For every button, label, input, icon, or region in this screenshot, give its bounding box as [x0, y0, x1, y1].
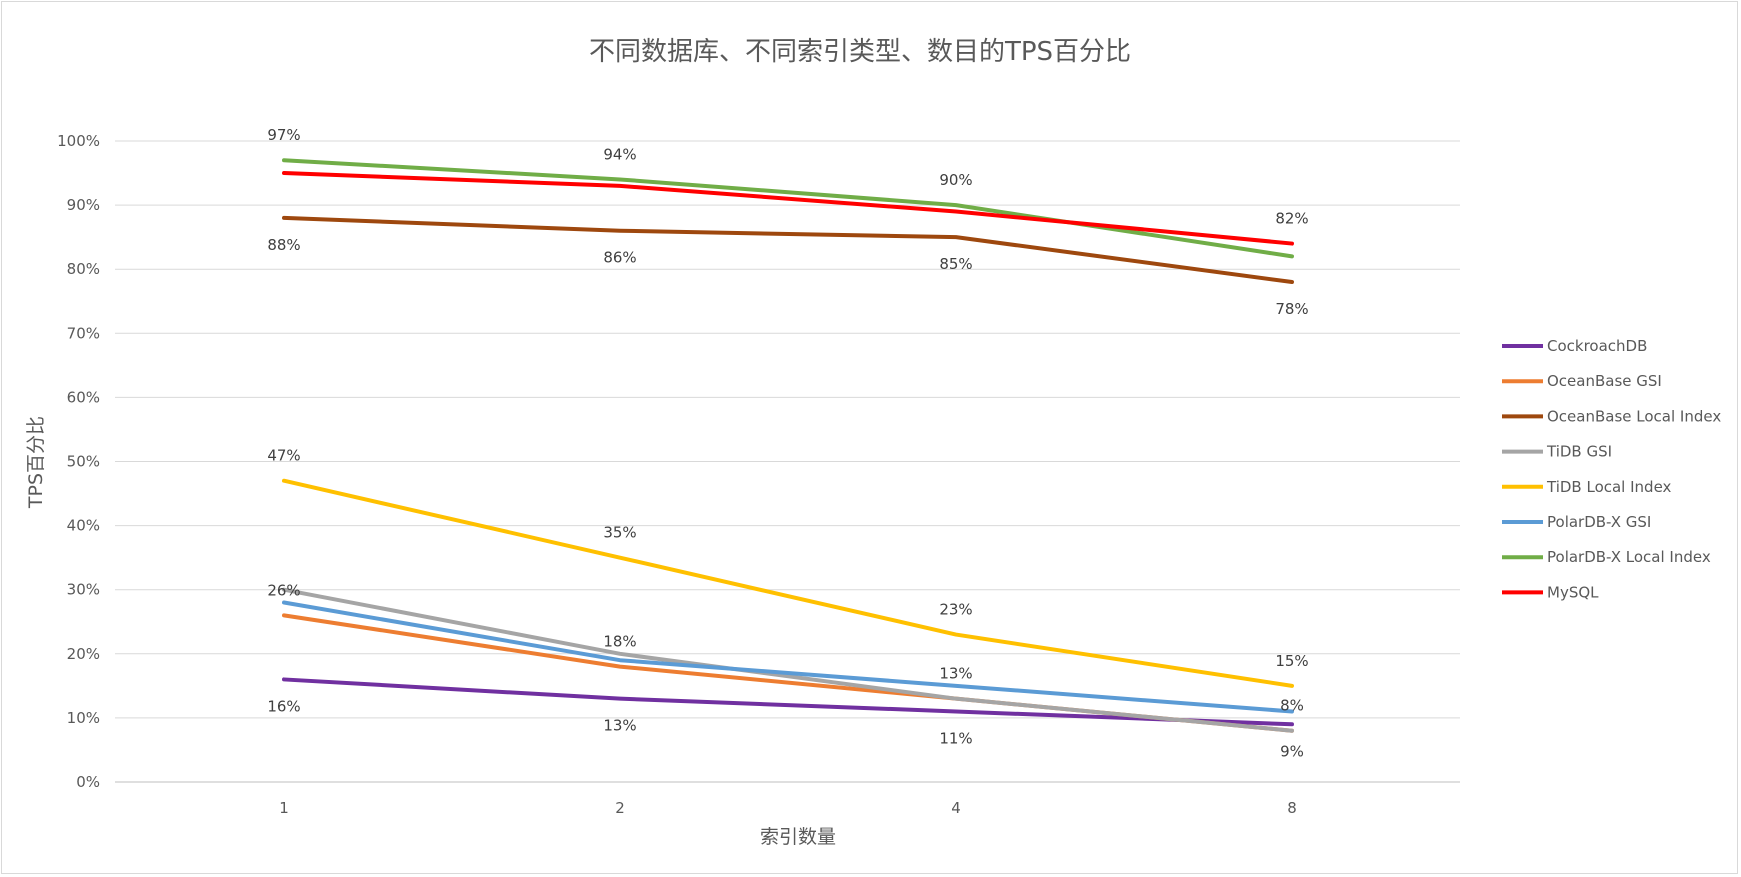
y-tick-label: 80%: [67, 260, 100, 278]
series-line-cockroachdb: [282, 677, 1294, 727]
data-label: 86%: [603, 249, 636, 267]
data-label: 16%: [267, 697, 300, 715]
data-label: 8%: [1280, 697, 1304, 715]
y-tick-label: 40%: [67, 517, 100, 535]
y-axis-ticks: 0% 10% 20% 30% 40% 50% 60% 70% 80% 90% 100%: [57, 132, 100, 791]
gridlines: [115, 140, 1460, 783]
data-label: 47%: [267, 447, 300, 465]
data-label: 9%: [1280, 742, 1304, 760]
legend-label: TiDB GSI: [1546, 443, 1612, 461]
data-label: 13%: [603, 717, 636, 735]
x-tick-label: 8: [1287, 799, 1297, 817]
series-line-tidb-local-index: [282, 478, 1294, 688]
legend-label: TiDB Local Index: [1546, 478, 1672, 496]
data-label: 35%: [603, 524, 636, 542]
data-label: 88%: [267, 236, 300, 254]
data-label: 94%: [603, 145, 636, 163]
y-tick-label: 100%: [57, 132, 100, 150]
data-label: 85%: [939, 255, 972, 273]
y-tick-label: 20%: [67, 645, 100, 663]
series-line-mysql: [282, 171, 1294, 246]
series-line-tidb-gsi: [282, 587, 1294, 733]
series-line-oceanbase-local-index: [282, 215, 1294, 285]
legend-label: OceanBase GSI: [1547, 372, 1662, 390]
x-tick-label: 4: [951, 799, 961, 817]
data-label: 78%: [1275, 300, 1308, 318]
y-tick-label: 70%: [67, 324, 100, 342]
legend-label: OceanBase Local Index: [1547, 407, 1721, 425]
data-label: 97%: [267, 126, 300, 144]
y-tick-label: 0%: [76, 773, 100, 791]
y-tick-label: 30%: [67, 581, 100, 599]
y-tick-label: 10%: [67, 709, 100, 727]
y-tick-label: 90%: [67, 196, 100, 214]
data-label: 26%: [267, 581, 300, 599]
x-axis-title: 索引数量: [760, 826, 836, 848]
legend-label: PolarDB-X GSI: [1547, 513, 1651, 531]
x-tick-label: 1: [279, 799, 289, 817]
x-tick-label: 2: [615, 799, 625, 817]
data-labels: 16% 13% 11% 9% 26% 18% 13% 8% 88% 86% 85% 78% 47% 35%…: [267, 126, 1308, 760]
y-tick-label: 60%: [67, 388, 100, 406]
data-label: 15%: [1275, 652, 1308, 670]
data-label: 82%: [1275, 210, 1308, 228]
data-label: 11%: [939, 729, 972, 747]
series-line-polardb-x-local-index: [282, 158, 1294, 259]
y-tick-label: 50%: [67, 453, 100, 471]
data-label: 13%: [939, 665, 972, 683]
data-label: 90%: [939, 171, 972, 189]
data-label: 18%: [603, 633, 636, 651]
data-label: 23%: [939, 601, 972, 619]
legend-label: CockroachDB: [1547, 337, 1647, 355]
legend-label: MySQL: [1547, 583, 1599, 601]
legend-label: PolarDB-X Local Index: [1547, 548, 1711, 566]
series-line-polardb-x-gsi: [282, 600, 1294, 714]
series-lines: [282, 158, 1294, 733]
legend: CockroachDB OceanBase GSI OceanBase Local …: [1502, 337, 1721, 601]
x-axis-ticks: 1 2 4 8: [279, 799, 1297, 817]
chart-title: 不同数据库、不同索引类型、数目的TPS百分比: [589, 37, 1131, 67]
y-axis-title: TPS百分比: [25, 416, 47, 509]
